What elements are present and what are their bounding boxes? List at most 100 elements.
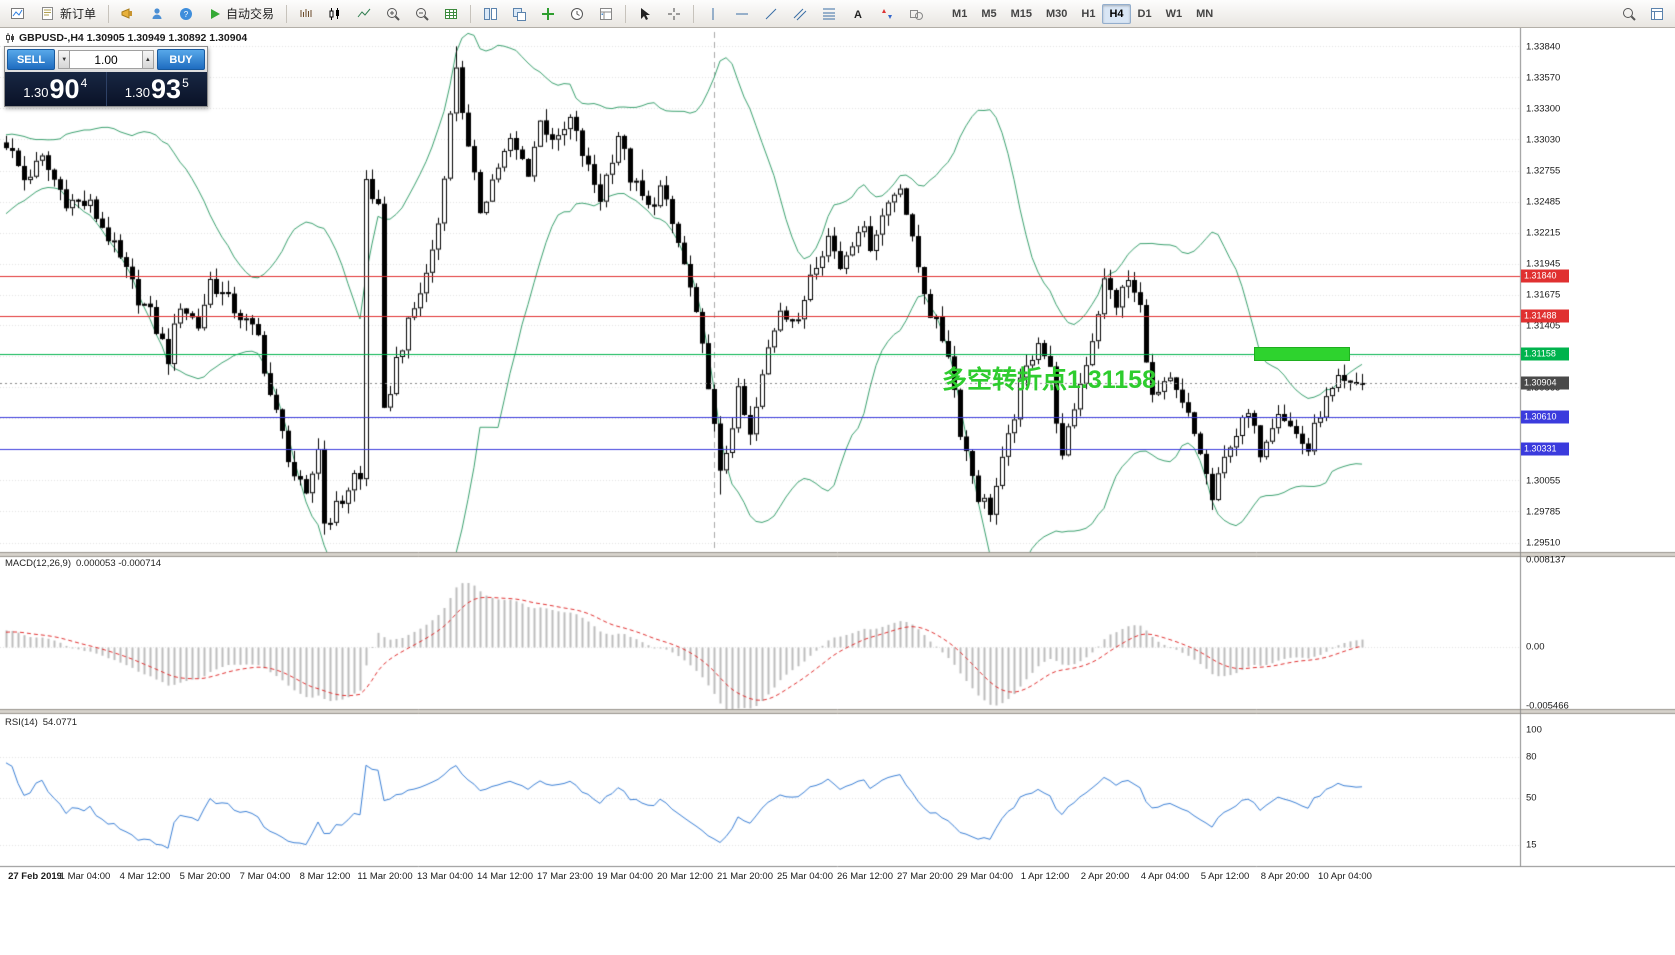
bid-big-digits: 90 (49, 73, 80, 104)
ask-big-digits: 93 (151, 73, 182, 104)
zoom-in-icon[interactable] (379, 2, 407, 26)
rsi-scale-label: 100 (1526, 724, 1542, 736)
time-axis-label: 2 Apr 20:00 (1080, 871, 1130, 882)
volume-increase-button[interactable]: ▲ (141, 50, 154, 69)
price-divider (105, 72, 107, 106)
timeframe-button-M1[interactable]: M1 (952, 7, 968, 20)
help-icon[interactable]: ? (172, 2, 200, 26)
toolbar-separator (693, 4, 695, 23)
volume-stepper: ▼ ▲ (58, 50, 154, 69)
bid-prefix: 1.30 (23, 85, 49, 100)
timeframe-button-H4[interactable]: H4 (1102, 3, 1131, 24)
time-axis-label: 4 Apr 04:00 (1140, 871, 1190, 882)
chart-icon (6, 33, 14, 43)
time-axis-label: 8 Apr 20:00 (1260, 871, 1310, 882)
text-icon[interactable]: A (844, 2, 872, 26)
rsi-scale-label: 15 (1526, 839, 1537, 851)
rsi-value: 54.0771 (42, 717, 78, 728)
timeframe-button-D1[interactable]: D1 (1137, 7, 1152, 20)
cascade-windows-icon[interactable] (505, 2, 533, 26)
sell-price-display[interactable]: 1.30 90 4 (5, 72, 106, 106)
price-level-tag[interactable]: 1.31158 (1521, 347, 1569, 361)
time-axis-label: 5 Mar 20:00 (179, 871, 231, 882)
volume-input[interactable] (70, 50, 142, 69)
time-axis-label: 14 Mar 12:00 (477, 871, 533, 882)
tile-windows-icon[interactable] (476, 2, 504, 26)
time-axis-label: 5 Apr 12:00 (1200, 871, 1250, 882)
trade-panel-prices: 1.30 90 4 1.30 93 5 (5, 72, 207, 106)
timeframe-button-M30[interactable]: M30 (1046, 7, 1068, 20)
svg-text:A: A (854, 9, 862, 21)
price-level-tag[interactable]: 1.30331 (1521, 442, 1569, 456)
price-level-tag[interactable]: 1.31840 (1521, 269, 1569, 283)
macd-scale-label: 0.00 (1526, 641, 1545, 653)
timeframe-button-MN[interactable]: MN (1196, 7, 1214, 20)
new-order-label: 新订单 (60, 7, 97, 21)
time-axis-label: 8 Mar 12:00 (299, 871, 351, 882)
search-icon[interactable] (1615, 2, 1643, 26)
symbol-title-text: GBPUSD-,H4 1.30905 1.30949 1.30892 1.309… (19, 32, 248, 44)
buy-button[interactable]: BUY (157, 49, 205, 70)
chart-line-icon[interactable] (350, 2, 378, 26)
timeframe-button-M5[interactable]: M5 (981, 7, 997, 20)
trendline-icon[interactable] (757, 2, 785, 26)
rsi-scale-label: 80 (1526, 751, 1537, 763)
rsi-name: RSI(14) (5, 717, 38, 728)
indicators-icon[interactable] (534, 2, 562, 26)
macd-name: MACD(12,26,9) (5, 558, 71, 569)
toolbar-separator (625, 4, 627, 23)
horn-icon[interactable] (114, 2, 142, 26)
autotrading-button[interactable]: 自动交易 (201, 2, 281, 26)
profile-icon[interactable] (143, 2, 171, 26)
new-order-button[interactable]: 新订单 (33, 2, 103, 26)
svg-text:?: ? (184, 10, 189, 19)
time-axis-label: 11 Mar 20:00 (357, 871, 413, 882)
annotation-text[interactable]: 多空转折点1.31158 (942, 366, 1156, 394)
current-price-tag: 1.30904 (1521, 376, 1569, 390)
periods-clock-icon[interactable] (563, 2, 591, 26)
time-axis-label: 20 Mar 12:00 (657, 871, 713, 882)
crosshair-icon[interactable] (660, 2, 688, 26)
zoom-out-icon[interactable] (408, 2, 436, 26)
price-axis-label: 1.33030 (1526, 134, 1561, 146)
buy-price-display[interactable]: 1.30 93 5 (107, 72, 208, 106)
time-axis-label: 10 Apr 04:00 (1318, 871, 1372, 882)
macd-pane-label: MACD(12,26,9) 0.000053 -0.000714 (5, 558, 161, 569)
time-axis-label: 27 Feb 2019 (8, 871, 62, 882)
arrows-icon[interactable] (873, 2, 901, 26)
price-axis-label: 1.33570 (1526, 72, 1561, 84)
chart-candles-icon[interactable] (321, 2, 349, 26)
price-axis-label: 1.31405 (1526, 320, 1561, 332)
sell-button[interactable]: SELL (7, 49, 55, 70)
panels-icon[interactable] (1643, 2, 1671, 26)
time-axis-label: 4 Mar 12:00 (119, 871, 171, 882)
chart-bars-icon[interactable] (292, 2, 320, 26)
grid-icon[interactable] (437, 2, 465, 26)
price-axis-label: 1.32215 (1526, 227, 1561, 239)
price-axis-label: 1.33300 (1526, 103, 1561, 115)
price-level-tag[interactable]: 1.31488 (1521, 309, 1569, 323)
macd-values: 0.000053 -0.000714 (76, 558, 162, 569)
price-chart-canvas[interactable] (0, 28, 1675, 955)
cursor-icon[interactable] (631, 2, 659, 26)
new-chart-icon[interactable] (4, 2, 32, 26)
timeframe-button-W1[interactable]: W1 (1165, 7, 1183, 20)
channel-icon[interactable] (786, 2, 814, 26)
horizontal-line-icon[interactable] (728, 2, 756, 26)
highlight-box[interactable] (1254, 347, 1350, 361)
timeframe-button-H1[interactable]: H1 (1081, 7, 1096, 20)
ask-prefix: 1.30 (124, 85, 151, 100)
price-axis-label: 1.31675 (1526, 289, 1561, 301)
time-axis-label: 17 Mar 23:00 (537, 871, 593, 882)
time-axis-label: 27 Mar 20:00 (897, 871, 953, 882)
fibonacci-icon[interactable] (815, 2, 843, 26)
price-axis-label: 1.30055 (1526, 475, 1561, 487)
vertical-line-icon[interactable] (699, 2, 727, 26)
shapes-icon[interactable] (902, 2, 930, 26)
timeframe-button-M15[interactable]: M15 (1010, 7, 1032, 20)
price-axis-label: 1.29785 (1526, 506, 1561, 518)
volume-decrease-button[interactable]: ▼ (58, 50, 71, 69)
price-level-tag[interactable]: 1.30610 (1521, 410, 1569, 424)
templates-icon[interactable] (592, 2, 620, 26)
